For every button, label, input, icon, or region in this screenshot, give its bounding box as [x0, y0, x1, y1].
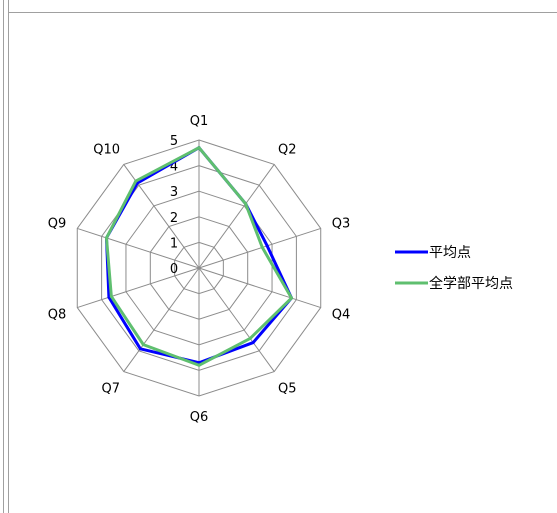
series-2-point-q8: [109, 294, 113, 298]
grid-spoke-q2: [198, 164, 275, 269]
category-label-q10: Q10: [93, 142, 120, 157]
grid-spoke-q8: [77, 267, 200, 309]
category-label-q8: Q8: [48, 308, 67, 323]
legend-label-1: 平均点: [429, 245, 471, 261]
series-2-point-q6: [197, 363, 201, 367]
legend-label-2: 全学部平均点: [429, 275, 513, 292]
series-1-point-q7: [138, 347, 142, 351]
series-1-point-q3: [265, 244, 269, 248]
series-1-point-q8: [107, 295, 111, 299]
series-2-point-q5: [248, 336, 252, 340]
grid-spoke-q3: [198, 227, 321, 269]
category-label-q2: Q2: [278, 142, 297, 157]
tick-label-3: 3: [170, 185, 178, 200]
category-label-q6: Q6: [190, 410, 209, 425]
series-2-point-q4: [290, 296, 294, 300]
series-2-point-q2: [244, 202, 248, 206]
category-label-q9: Q9: [48, 216, 67, 231]
grid-spoke-q7: [123, 267, 200, 372]
category-label-q7: Q7: [101, 382, 120, 397]
series-2-point-q1: [197, 146, 201, 150]
grid-spoke-q5: [198, 267, 275, 372]
series-2-point-q3: [260, 245, 264, 249]
category-label-q4: Q4: [332, 308, 351, 323]
category-label-q3: Q3: [332, 216, 351, 231]
tick-label-5: 5: [170, 134, 178, 149]
tick-label-4: 4: [170, 160, 178, 175]
series-2-point-q9: [104, 236, 108, 240]
series-1-point-q5: [251, 341, 255, 345]
grid-spoke-q4: [198, 267, 321, 309]
category-label-q1: Q1: [190, 114, 209, 129]
tick-label-2: 2: [170, 211, 178, 226]
tick-label-0: 0: [170, 262, 178, 277]
category-label-q5: Q5: [278, 382, 297, 397]
series-2-point-q10: [134, 179, 138, 183]
grid-spoke-q9: [77, 227, 200, 269]
tick-label-1: 1: [170, 236, 178, 251]
series-2-point-q7: [141, 343, 145, 347]
